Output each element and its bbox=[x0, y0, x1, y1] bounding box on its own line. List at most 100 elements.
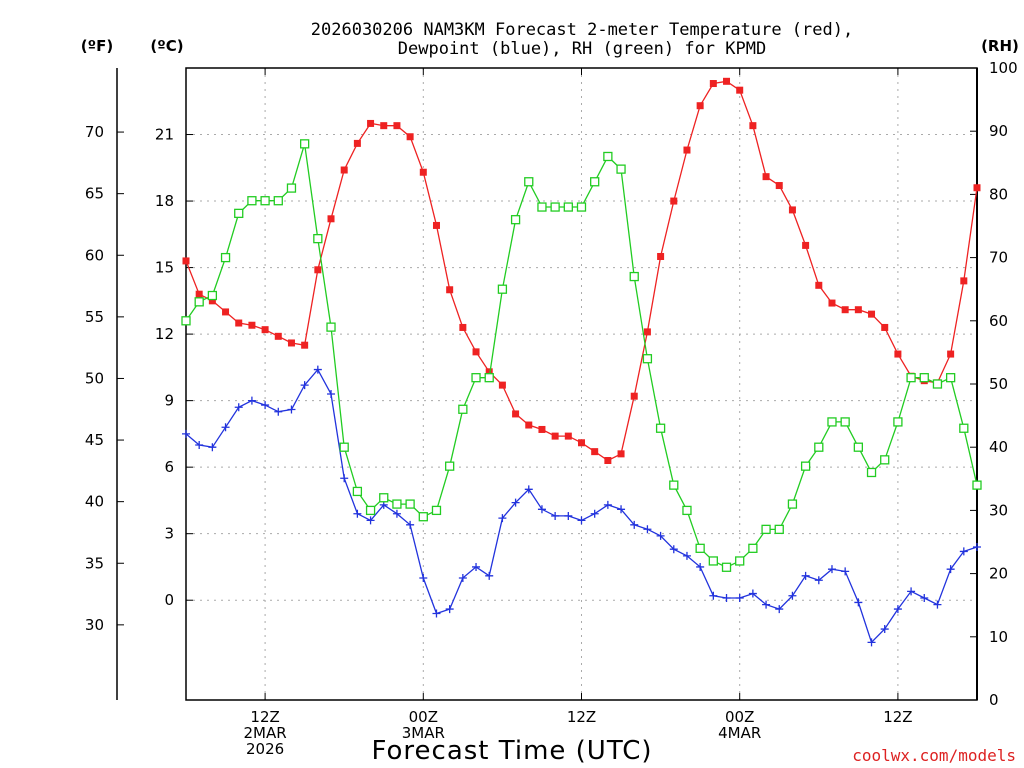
2-meter-temperature-point bbox=[367, 119, 375, 127]
2-meter-temperature-point bbox=[498, 381, 506, 389]
dewpoint-point bbox=[551, 511, 560, 520]
rh-tick-label: 50 bbox=[989, 375, 1008, 393]
axes bbox=[116, 67, 978, 701]
2-meter-temperature-point bbox=[775, 182, 783, 190]
rh-point bbox=[919, 373, 929, 383]
dewpoint-point bbox=[696, 562, 705, 571]
x-tick-label: 2026 bbox=[246, 740, 284, 758]
c-tick-label: 18 bbox=[155, 192, 174, 210]
dewpoint-point bbox=[511, 498, 520, 507]
dewpoint-point bbox=[353, 509, 362, 518]
dewpoint-point bbox=[867, 638, 876, 647]
rh-point bbox=[299, 139, 310, 149]
rh-point bbox=[669, 480, 679, 490]
rh-point bbox=[735, 556, 745, 566]
rh-point bbox=[787, 499, 798, 509]
x-tick-label: 12Z bbox=[567, 708, 596, 726]
2-meter-temperature-point bbox=[195, 290, 203, 298]
f-tick-label: 65 bbox=[85, 185, 104, 203]
rh-point bbox=[510, 215, 521, 225]
rh-point bbox=[840, 417, 850, 427]
2-meter-temperature-point bbox=[248, 321, 256, 329]
2-meter-temperature-point bbox=[432, 221, 440, 229]
2-meter-temperature-point bbox=[485, 368, 493, 376]
dewpoint-point bbox=[485, 571, 494, 580]
rh-point bbox=[207, 290, 218, 301]
dewpoint-point bbox=[973, 542, 981, 551]
2-meter-temperature-point bbox=[551, 432, 559, 440]
dewpoint-point bbox=[340, 474, 349, 483]
rh-point bbox=[932, 379, 943, 389]
rh-point bbox=[959, 423, 969, 433]
f-tick-label: 45 bbox=[85, 431, 104, 449]
2-meter-temperature-point bbox=[261, 326, 269, 334]
2-meter-temperature-point bbox=[854, 306, 862, 314]
dewpoint-point bbox=[920, 593, 929, 602]
rh-point bbox=[458, 404, 468, 414]
rh-tick-label: 60 bbox=[989, 312, 1008, 330]
dewpoint-point bbox=[617, 505, 626, 514]
2-meter-temperature-point bbox=[512, 410, 520, 418]
rh-point bbox=[260, 196, 270, 206]
rh-point bbox=[906, 373, 916, 383]
rh-tick-label: 20 bbox=[989, 565, 1008, 583]
f-tick-label: 35 bbox=[85, 554, 104, 572]
x-tick-label: 2MAR bbox=[244, 724, 287, 742]
2-meter-temperature-point bbox=[564, 432, 572, 440]
rh-point bbox=[800, 461, 811, 471]
dewpoint-point bbox=[498, 514, 507, 523]
dewpoint-point bbox=[709, 591, 718, 600]
rh-point bbox=[418, 512, 428, 522]
2-meter-temperature-point bbox=[578, 439, 585, 447]
2-meter-temperature-point bbox=[683, 146, 691, 154]
2-meter-temperature-point bbox=[868, 310, 876, 318]
x-tick-label: 00Z bbox=[409, 708, 438, 726]
rh-point bbox=[945, 373, 956, 383]
2-meter-temperature-point bbox=[881, 323, 889, 331]
2-meter-temperature-point bbox=[696, 102, 704, 110]
rh-point bbox=[682, 505, 692, 516]
c-tick-label: 9 bbox=[164, 392, 174, 410]
dewpoint-point bbox=[195, 440, 204, 449]
rh-point bbox=[629, 271, 639, 282]
rh-point bbox=[893, 417, 903, 427]
dewpoint-point bbox=[524, 485, 533, 494]
rh-point bbox=[484, 373, 494, 383]
rh-point bbox=[655, 423, 666, 433]
2-meter-temperature-point bbox=[393, 122, 401, 130]
dewpoint-point bbox=[959, 547, 968, 556]
dewpoint-point bbox=[445, 605, 454, 614]
2-meter-temperature-point bbox=[235, 319, 243, 327]
2-meter-temperature-point bbox=[657, 252, 665, 260]
2-meter-temperature-point bbox=[340, 166, 348, 174]
dewpoint-point bbox=[261, 401, 270, 410]
2-meter-temperature-point bbox=[604, 457, 612, 465]
2-meter-temperature-point bbox=[630, 392, 638, 400]
dewpoint-point bbox=[762, 600, 771, 609]
2-meter-temperature-point bbox=[287, 339, 295, 347]
dewpoint-point bbox=[274, 407, 283, 416]
2-meter-temperature-point bbox=[815, 281, 823, 289]
2-meter-temperature-point bbox=[788, 206, 796, 214]
rh-tick-label: 70 bbox=[989, 249, 1008, 267]
rh-point bbox=[286, 183, 297, 193]
rh-point bbox=[616, 164, 626, 174]
rh-point bbox=[550, 202, 560, 212]
c-tick-label: 15 bbox=[155, 259, 174, 277]
dewpoint-point bbox=[630, 520, 639, 529]
dewpoint-point bbox=[458, 574, 467, 583]
x-tick-label: 00Z bbox=[725, 708, 754, 726]
2-meter-temperature-point bbox=[617, 450, 625, 458]
rh-point bbox=[220, 252, 231, 263]
2-meter-temperature-point bbox=[736, 86, 744, 94]
rh-point bbox=[273, 196, 283, 206]
dewpoint-point bbox=[946, 565, 955, 574]
2-meter-temperature-point bbox=[723, 77, 731, 85]
dewpoint-point bbox=[432, 609, 441, 618]
dewpoint-point bbox=[419, 574, 428, 583]
2-meter-temperature-point bbox=[314, 266, 322, 274]
rh-tick-label: 0 bbox=[989, 691, 999, 709]
celsius-unit-label: (ºC) bbox=[150, 37, 183, 55]
dewpoint-point bbox=[814, 576, 823, 585]
2-meter-temperature-point bbox=[841, 306, 849, 314]
